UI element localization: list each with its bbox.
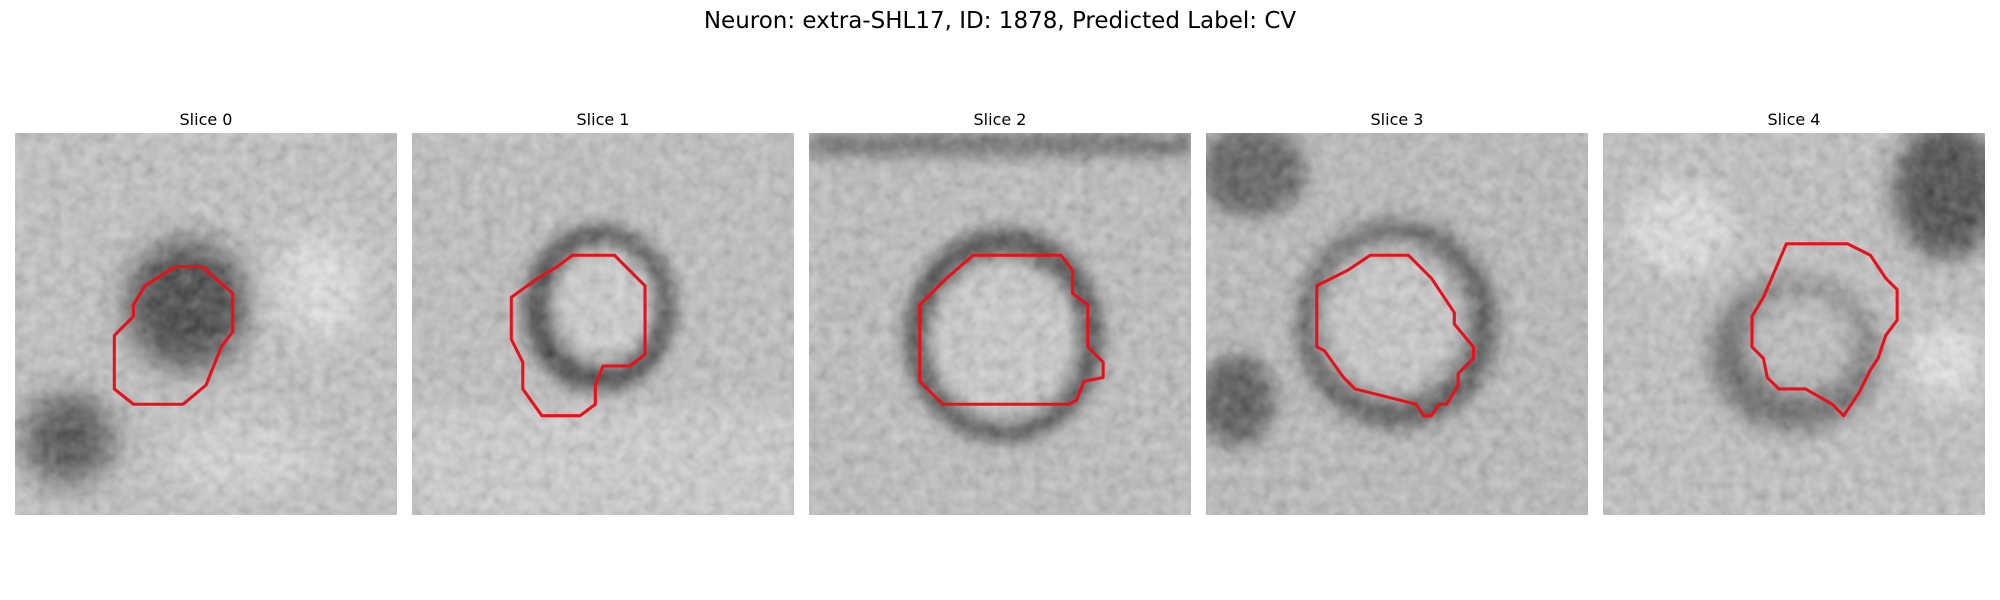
slice-title: Slice 0 (179, 110, 233, 129)
slice-title: Slice 1 (576, 110, 630, 129)
contour-outline (918, 253, 1105, 406)
contour-outline (1750, 242, 1899, 418)
figure-title: Neuron: extra-SHL17, ID: 1878, Predicted… (703, 8, 1297, 34)
slice-image (1603, 133, 1985, 515)
slice-panel-1: Slice 1 (412, 110, 794, 530)
contour-outline (1315, 253, 1475, 418)
contour-outline (112, 265, 235, 406)
slice-title: Slice 3 (1370, 110, 1424, 129)
slice-panel-2: Slice 2 (809, 110, 1191, 530)
slice-panel-3: Slice 3 (1206, 110, 1588, 530)
slice-title: Slice 4 (1767, 110, 1821, 129)
slice-panel-0: Slice 0 (15, 110, 397, 530)
slice-image (1206, 133, 1588, 515)
slice-panel-4: Slice 4 (1603, 110, 1985, 530)
slice-image (412, 133, 794, 515)
slice-title: Slice 2 (973, 110, 1027, 129)
slice-image (15, 133, 397, 515)
slice-image (809, 133, 1191, 515)
contour-outline (509, 253, 647, 418)
